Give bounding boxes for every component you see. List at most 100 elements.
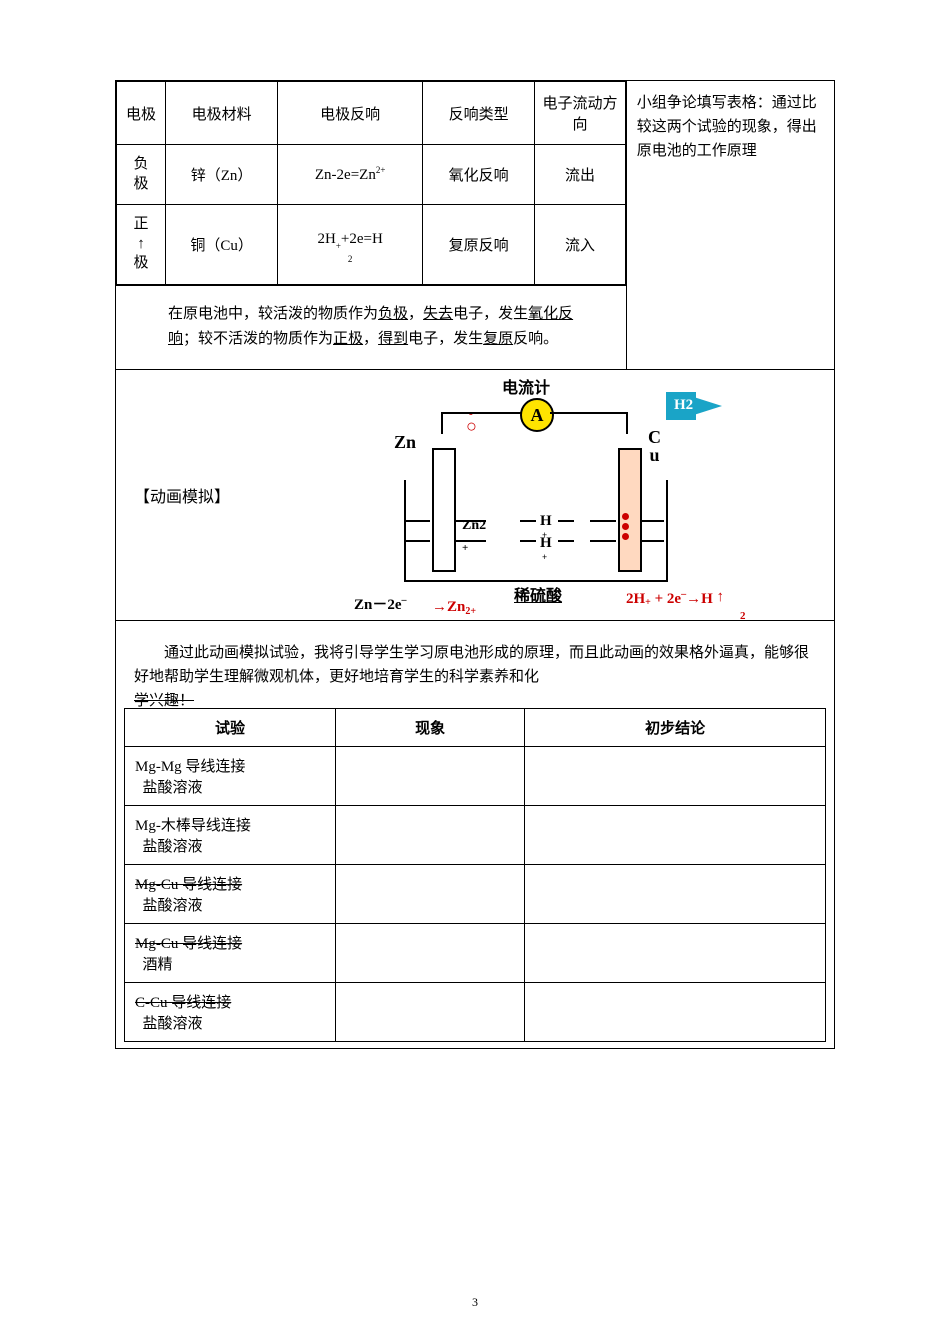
right-note: 小组争论填写表格：通过比较这两个试验的现象，得出原电池的工作原理 <box>635 87 826 167</box>
th-reaction: 电极反响 <box>278 82 423 145</box>
cell-experiment: Mg-Cu 导线连接 酒精 <box>125 923 336 982</box>
red-minus: - <box>469 408 473 420</box>
th-experiment: 试验 <box>125 708 336 746</box>
reaction-sup: 2+ <box>376 165 386 175</box>
wire <box>550 412 628 414</box>
summary-u: 正极 <box>333 331 363 347</box>
cell-pole: 负极 <box>117 145 166 205</box>
main-layout: 电极 电极材料 电极反响 反响类型 电子流动方向 负极 锌（Zn） Zn-2e=… <box>115 80 835 1049</box>
red-dot-icon <box>622 523 629 530</box>
cell-conclusion <box>525 982 826 1041</box>
summary-text: 在原电池中，较活泼的物质作为负极，失去电子，发生氧化反响；较不活泼的物质作为正极… <box>124 292 618 363</box>
h-equation: 2H+ + 2e–→H ↑ <box>626 591 724 608</box>
strike-text: 学兴趣！ <box>134 693 194 709</box>
cell-experiment: Mg-Mg 导线连接 盐酸溶液 <box>125 746 336 805</box>
reaction-text: 2H <box>317 231 335 247</box>
summary-pre: 在原电池中，较活泼的物质作为 <box>168 306 378 322</box>
zn2-plus: + <box>462 542 468 554</box>
red-dot-icon <box>622 513 629 520</box>
ammeter-icon: A <box>520 398 554 432</box>
h2-label: H2 <box>674 397 693 414</box>
reaction-sub2: 2 <box>284 254 416 264</box>
cell-experiment: Mg-Cu 导线连接 盐酸溶液 <box>125 864 336 923</box>
cell-conclusion <box>525 746 826 805</box>
cell-experiment: C-Cu 导线连接 盐酸溶液 <box>125 982 336 1041</box>
paragraph: 通过此动画模拟试验，我将引导学生学习原电池形成的原理，而且此动画的效果格外逼真，… <box>124 627 826 697</box>
summary-u: 得到 <box>378 331 408 347</box>
table-row: Mg-Mg 导线连接 盐酸溶液 <box>125 746 826 805</box>
cell-phenomenon <box>336 982 525 1041</box>
cell-phenomenon <box>336 746 525 805</box>
liquid-line <box>520 520 536 522</box>
wire <box>441 412 443 434</box>
cell-conclusion <box>525 923 826 982</box>
wire <box>441 412 521 414</box>
cu-label: Cu <box>648 428 661 464</box>
liquid-line <box>558 540 574 542</box>
th-pole: 电极 <box>117 82 166 145</box>
liquid-line <box>456 540 486 542</box>
liquid-line <box>642 520 664 522</box>
th-phenomenon: 现象 <box>336 708 525 746</box>
solution-label: 稀硫酸 <box>514 582 562 606</box>
experiment-table: 试验 现象 初步结论 Mg-Mg 导线连接 盐酸溶液 Mg-木棒导线连接 盐酸溶… <box>124 708 826 1042</box>
red-dot-icon <box>622 533 629 540</box>
table-row: Mg-木棒导线连接 盐酸溶液 <box>125 805 826 864</box>
cell-experiment: Mg-木棒导线连接 盐酸溶液 <box>125 805 336 864</box>
cell-reaction: Zn-2e=Zn2+ <box>278 145 423 205</box>
animation-section: 【动画模拟】 电流计 A ○ - <box>116 370 834 620</box>
liquid-line <box>590 520 616 522</box>
th-type: 反响类型 <box>423 82 535 145</box>
h-label: H <box>540 513 552 530</box>
cell-type: 氧化反响 <box>423 145 535 205</box>
cell-conclusion <box>525 805 826 864</box>
cell-phenomenon <box>336 864 525 923</box>
h-plus2: + <box>542 552 547 562</box>
reaction-text: Zn-2e=Zn <box>315 167 376 183</box>
summary-u: 负极 <box>378 306 408 322</box>
liquid-line <box>590 540 616 542</box>
zn-label: Zn <box>394 432 416 453</box>
liquid-line <box>406 540 430 542</box>
table-row: 负极 锌（Zn） Zn-2e=Zn2+ 氧化反响 流出 <box>117 145 626 205</box>
th-flow: 电子流动方向 <box>535 82 625 145</box>
zn2-label: Zn2 <box>462 518 486 534</box>
table-header-row: 试验 现象 初步结论 <box>125 708 826 746</box>
animation-label: 【动画模拟】 <box>116 483 314 507</box>
liquid-line <box>520 540 536 542</box>
wire <box>626 412 628 434</box>
th-material: 电极材料 <box>166 82 278 145</box>
zn-product: →Zn2+ <box>432 599 476 616</box>
cell-conclusion <box>525 864 826 923</box>
h-sub: 2 <box>740 610 746 622</box>
cell-type: 复原反响 <box>423 205 535 285</box>
table-row: Mg-Cu 导线连接 盐酸溶液 <box>125 864 826 923</box>
h-label2: H <box>540 535 552 552</box>
th-conclusion: 初步结论 <box>525 708 826 746</box>
zn-equation: Zn－2e– <box>354 593 407 614</box>
cell-material: 铜（Cu） <box>166 205 278 285</box>
table-row: Mg-Cu 导线连接 酒精 <box>125 923 826 982</box>
liquid-line <box>558 520 574 522</box>
cell-flow: 流出 <box>535 145 625 205</box>
page-number: 3 <box>115 1295 835 1310</box>
cell-reaction: 2H++2e=H 2 <box>278 205 423 285</box>
reaction-sub: + <box>336 241 341 251</box>
cell-diagram: 电流计 A ○ - H2 <box>314 370 834 620</box>
electrode-table: 电极 电极材料 电极反响 反响类型 电子流动方向 负极 锌（Zn） Zn-2e=… <box>116 81 626 285</box>
cell-flow: 流入 <box>535 205 625 285</box>
ammeter-title: 电流计 <box>502 374 550 398</box>
paragraph-text: 通过此动画模拟试验，我将引导学生学习原电池形成的原理，而且此动画的效果格外逼真，… <box>134 641 816 689</box>
cell-phenomenon <box>336 805 525 864</box>
summary-u: 失去 <box>423 306 453 322</box>
table-header-row: 电极 电极材料 电极反响 反响类型 电子流动方向 <box>117 82 626 145</box>
cell-material: 锌（Zn） <box>166 145 278 205</box>
cell-phenomenon <box>336 923 525 982</box>
table-row: C-Cu 导线连接 盐酸溶液 <box>125 982 826 1041</box>
reaction-text2: +2e=H <box>341 231 383 247</box>
liquid-line <box>406 520 430 522</box>
summary-u: 复原 <box>483 331 513 347</box>
beaker <box>404 480 668 582</box>
table-row: 正↑极 铜（Cu） 2H++2e=H2 复原反响 流入 <box>117 205 626 285</box>
h2-arrow-icon: H2 <box>666 392 722 420</box>
